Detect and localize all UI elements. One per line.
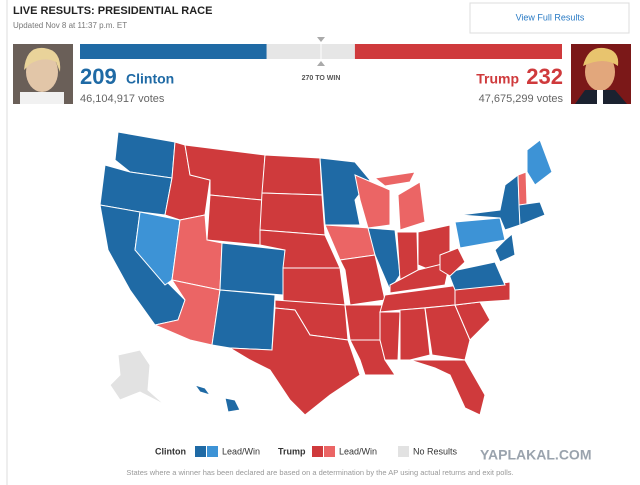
legend-swatch	[312, 446, 323, 457]
state	[397, 181, 426, 231]
title: LIVE RESULTS: PRESIDENTIAL RACE	[13, 5, 212, 17]
trump-name: Trump	[476, 71, 519, 87]
state	[409, 359, 486, 416]
updated: Updated Nov 8 at 11:37 p.m. ET	[13, 21, 127, 30]
button-label[interactable]: View Full Results	[516, 12, 585, 22]
legend-label: Lead/Win	[339, 446, 377, 456]
state	[439, 247, 466, 277]
marker	[317, 61, 325, 66]
clinton-photo	[13, 44, 73, 104]
state	[454, 217, 506, 249]
legend-swatch	[324, 446, 335, 457]
watermark: YAPLAKAL.COM	[480, 447, 592, 463]
legend-label: Clinton	[155, 446, 186, 456]
clinton-bar	[80, 44, 267, 59]
clinton-votes: 46,104,917 votes	[80, 93, 165, 105]
us-map	[99, 131, 553, 416]
state	[339, 254, 386, 306]
trump-votes: 47,675,299 votes	[479, 93, 564, 105]
state	[134, 211, 181, 286]
state	[518, 201, 546, 226]
electoral-bar	[80, 44, 562, 59]
state	[224, 397, 241, 413]
state	[259, 192, 326, 236]
state	[494, 233, 516, 263]
trump-photo	[571, 44, 631, 104]
legend-swatch	[398, 446, 409, 457]
state	[193, 384, 212, 396]
legend-label: Trump	[278, 446, 306, 456]
state	[526, 139, 553, 186]
state	[517, 171, 528, 206]
state	[282, 267, 346, 306]
clinton-electoral: 209	[80, 64, 117, 89]
state	[229, 307, 361, 416]
state	[424, 304, 471, 361]
trump-bar	[354, 44, 562, 59]
state	[206, 194, 263, 246]
threshold-label: 270 TO WIN	[302, 75, 341, 82]
state	[344, 304, 386, 341]
trump-electoral: 232	[526, 64, 563, 89]
state	[109, 349, 166, 406]
state	[219, 242, 286, 296]
state	[399, 307, 431, 361]
clinton-name: Clinton	[126, 71, 174, 87]
full-results-button[interactable]	[469, 2, 630, 34]
state	[261, 154, 323, 196]
state	[354, 174, 391, 229]
legend-label: Lead/Win	[222, 446, 260, 456]
legend-label: No Results	[413, 446, 458, 456]
state	[447, 261, 506, 291]
legend-swatch	[195, 446, 206, 457]
footnote: States where a winner has been declared …	[126, 468, 513, 477]
marker	[317, 37, 325, 42]
legend-swatch	[207, 446, 218, 457]
state	[379, 311, 401, 361]
state	[373, 171, 416, 187]
state	[211, 289, 276, 351]
